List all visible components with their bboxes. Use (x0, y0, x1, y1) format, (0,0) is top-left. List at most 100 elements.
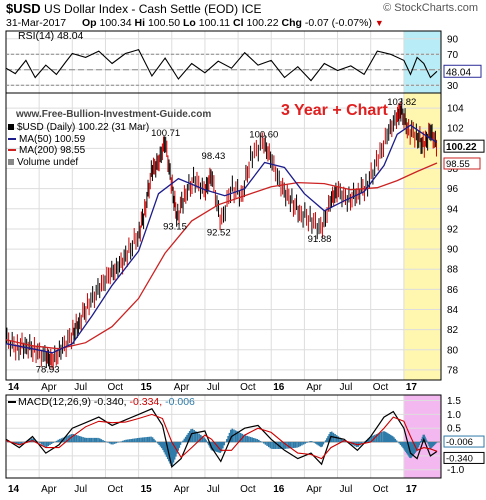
x-tick-label: Apr (306, 484, 322, 495)
x-tick-label: Oct (373, 484, 389, 495)
ma200-value-tag (443, 157, 481, 170)
y-tick-label: 90 (447, 34, 459, 45)
macd-value-tag-text: -0.340 (446, 453, 473, 464)
ma200-value-tag-text: 98.55 (446, 159, 470, 170)
index-name: US Dollar Index - Cash Settle (EOD) (44, 2, 239, 16)
signal-line (5, 413, 438, 460)
low-value: 100.11 (198, 17, 231, 29)
price-annotation: 78.93 (36, 365, 60, 376)
price-annotation: 93.15 (163, 221, 187, 232)
x-tick-label: Jul (207, 382, 220, 393)
rsi-value-tag-text: 48.04 (446, 67, 471, 78)
price-annotation: 91.88 (308, 234, 332, 245)
price-annotation: 100.60 (249, 129, 278, 140)
x-tick-label: Jul (74, 382, 87, 393)
x-tick-label: 16 (273, 382, 285, 393)
rsi-legend: RSI(14) 48.04 (18, 30, 84, 42)
ma50-legend: MA(50) 100.59 (8, 134, 149, 146)
quote-date: 31-Mar-2017 (6, 17, 67, 29)
macd-value-tag (443, 451, 485, 464)
x-tick-label: Apr (174, 382, 190, 393)
y-tick-label: 92 (447, 224, 459, 235)
macd-legend-value: -0.340, (93, 396, 127, 408)
x-tick-label: 14 (8, 382, 20, 393)
x-tick-label: 17 (406, 382, 418, 393)
exchange: ICE (241, 2, 262, 16)
watermark: © StockCharts.com (383, 2, 478, 14)
price-annotation: 100.71 (151, 128, 180, 139)
price-annotation: 98.43 (202, 151, 226, 162)
macd-legend: MACD(12,26,9) -0.340, -0.334, -0.006 (8, 396, 195, 408)
symbol: $USD (6, 1, 41, 16)
x-tick-label: Jul (207, 484, 220, 495)
x-tick-label: Apr (174, 484, 190, 495)
low-label: Lo (183, 17, 196, 29)
signal-legend-value: -0.334, (129, 396, 163, 408)
header-row1: $USD US Dollar Index - Cash Settle (EOD)… (6, 1, 486, 17)
rsi-value-tag (443, 64, 482, 78)
price-annotation: 103.82 (387, 97, 416, 108)
ma50-line (5, 124, 438, 354)
price-value-tag (443, 139, 485, 153)
x-tick-label: 14 (8, 484, 20, 495)
x-tick-label: Oct (107, 382, 123, 393)
y-tick-label: 96 (447, 184, 459, 195)
x-tick-label: 16 (273, 484, 285, 495)
price-annotation: 92.52 (207, 228, 231, 239)
x-tick-label: Apr (41, 484, 57, 495)
price-value-tag-text: 100.22 (446, 142, 477, 153)
volume-legend: Volume undef (8, 157, 149, 169)
x-tick-label: Apr (306, 382, 322, 393)
price-legend: $USD (Daily) 100.22 (31 Mar) MA(50) 100.… (8, 122, 149, 168)
hist-value-tag (443, 435, 485, 448)
x-tick-label: Jul (74, 484, 87, 495)
x-tick-label: Oct (240, 382, 256, 393)
down-arrow-icon: ▼ (374, 18, 384, 28)
y-tick-label: 104 (447, 104, 464, 115)
change-value: -0.07 (-0.07%) (304, 17, 372, 29)
y-tick-label: 102 (447, 124, 464, 135)
panel-frame (5, 92, 442, 381)
y-tick-label: 82 (447, 325, 459, 336)
close-label: Cl (233, 17, 244, 29)
site-url: www.Free-Bullion-Investment-Guide.com (16, 109, 212, 120)
x-tick-label: Jul (340, 382, 353, 393)
y-tick-label: -1.0 (447, 465, 465, 476)
x-tick-label: 15 (141, 382, 153, 393)
y-tick-label: 88 (447, 265, 459, 276)
y-tick-label: 1.0 (447, 410, 461, 421)
y-tick-label: 78 (447, 365, 459, 376)
high-value: 100.50 (147, 17, 181, 29)
y-tick-label: 70 (447, 50, 459, 61)
y-tick-label: 80 (447, 345, 459, 356)
hist-value-tag-text: -0.006 (446, 437, 473, 448)
shade-region (403, 395, 441, 478)
change-label: Chg (281, 17, 302, 29)
x-tick-label: 15 (141, 484, 153, 495)
x-tick-label: Oct (373, 382, 389, 393)
x-tick-label: Apr (41, 382, 57, 393)
y-tick-label: 94 (447, 204, 459, 215)
x-tick-label: 17 (406, 484, 418, 495)
y-tick-label: 98 (447, 164, 459, 175)
y-tick-label: 84 (447, 305, 459, 316)
close-value: 100.22 (246, 17, 279, 29)
ma200-legend: MA(200) 98.55 (8, 145, 149, 157)
y-tick-label: 30 (447, 81, 459, 92)
hist-legend-value: -0.006 (165, 396, 195, 408)
macd-legend-name: MACD(12,26,9) (18, 396, 91, 408)
x-tick-label: Oct (107, 484, 123, 495)
overlay-title: 3 Year + Chart (281, 102, 388, 119)
rsi-line (5, 48, 438, 82)
y-tick-label: 86 (447, 285, 459, 296)
high-label: Hi (134, 17, 146, 29)
header-row2: 31-Mar-2017 Op 100.34 Hi 100.50 Lo 100.1… (6, 17, 486, 31)
ma200-line (5, 162, 438, 350)
y-tick-label: 0.5 (447, 424, 461, 435)
panel-frame (5, 394, 442, 479)
macd-line (5, 408, 438, 469)
price-legend-main: $USD (Daily) 100.22 (31 Mar) (8, 122, 149, 134)
y-tick-label: 90 (447, 245, 459, 256)
y-tick-label: 1.5 (447, 396, 461, 407)
